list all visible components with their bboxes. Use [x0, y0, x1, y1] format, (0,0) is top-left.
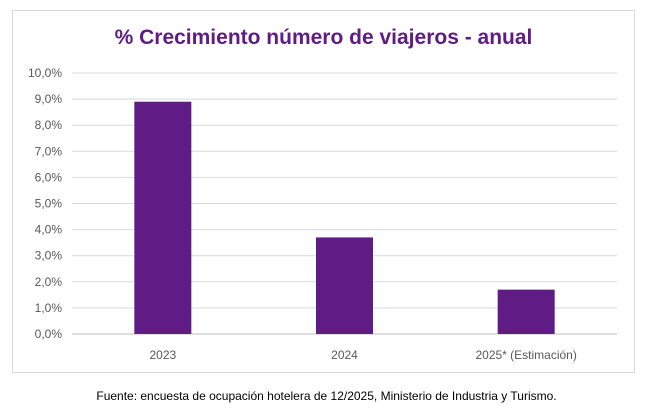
- x-tick-label: 2025* (Estimación): [475, 348, 576, 362]
- y-tick-label: 4,0%: [35, 223, 63, 237]
- y-axis-labels: 0,0% 1,0% 2,0% 3,0% 4,0% 5,0% 6,0% 7,0% 8,0% 9,0%…: [28, 66, 62, 341]
- x-tick-label: 2024: [331, 348, 358, 362]
- bars: [134, 101, 555, 335]
- chart-title: % Crecimiento número de viajeros - anual: [114, 26, 533, 49]
- y-tick-label: 2,0%: [35, 275, 63, 289]
- y-tick-label: 1,0%: [35, 301, 63, 315]
- y-tick-label: 6,0%: [35, 170, 63, 184]
- y-tick-label: 0,0%: [35, 327, 63, 341]
- y-tick-label: 5,0%: [35, 197, 63, 211]
- y-tick-label: 7,0%: [35, 144, 63, 158]
- x-tick-label: 2023: [149, 348, 176, 362]
- bar-1: [316, 237, 373, 334]
- y-tick-label: 10,0%: [28, 66, 62, 80]
- y-tick-label: 3,0%: [35, 249, 63, 263]
- x-axis-labels: 2023 2024 2025* (Estimación): [149, 348, 576, 362]
- y-tick-label: 8,0%: [35, 118, 63, 132]
- y-tick-label: 9,0%: [35, 92, 63, 106]
- source-caption: Fuente: encuesta de ocupación hotelera d…: [96, 389, 557, 403]
- bar-2: [497, 289, 555, 334]
- bar-0: [134, 101, 192, 335]
